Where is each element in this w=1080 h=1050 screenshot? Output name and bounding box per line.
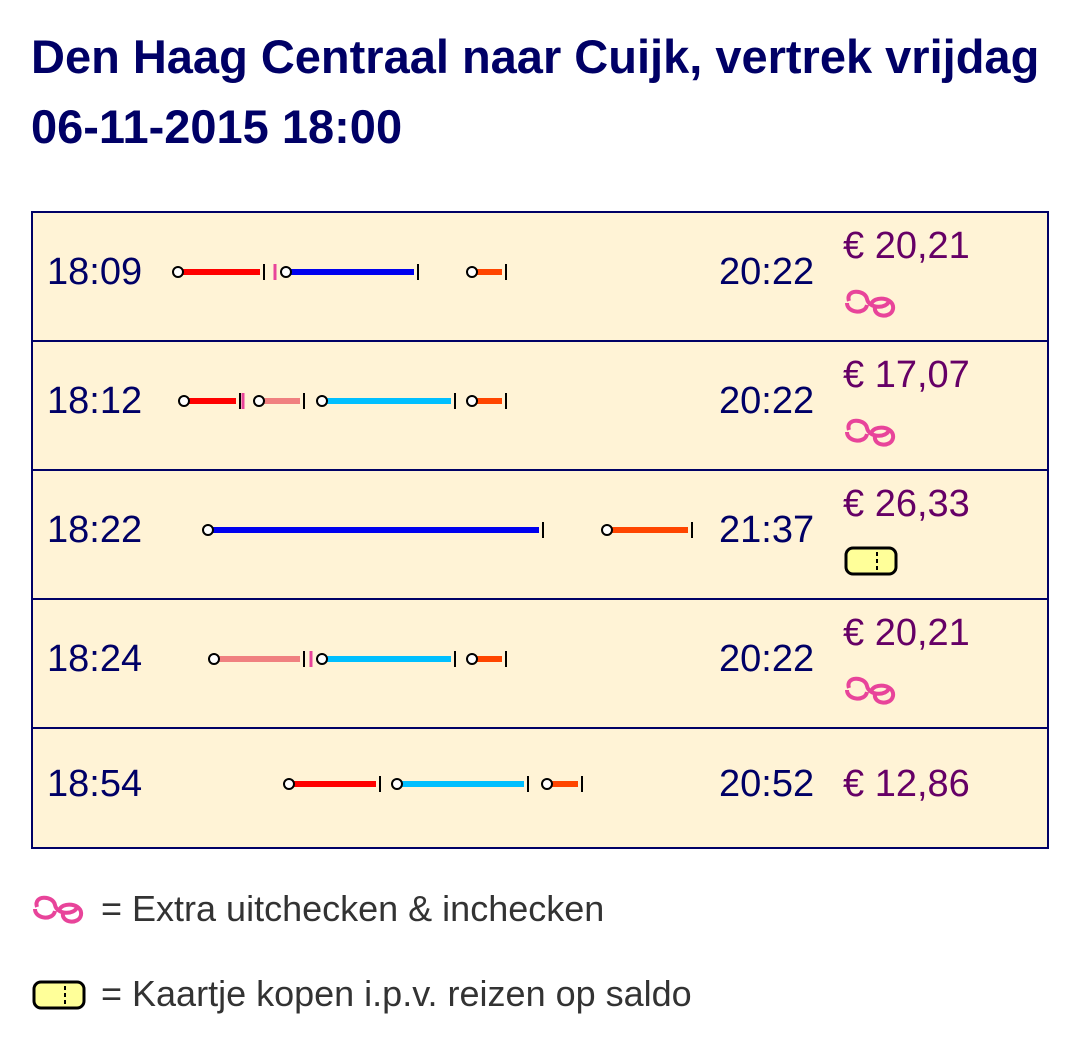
price: € 12,86: [843, 763, 970, 805]
segment-start: [541, 778, 553, 790]
segment-start: [172, 266, 184, 278]
segment-start: [466, 266, 478, 278]
arrival-time: 20:22: [719, 251, 815, 293]
journey-row: 18:09 20:22 € 20,21: [33, 213, 1047, 342]
page-title: Den Haag Centraal naar Cuijk, vertrek vr…: [31, 30, 1040, 153]
segment-start: [283, 778, 295, 790]
journey-graphic: [208, 651, 896, 705]
journey-graphic: [172, 264, 896, 318]
arrival-time: 20:22: [719, 638, 815, 680]
departure-time: 18:54: [47, 763, 143, 805]
journey-row: 18:22 21:37 € 26,33: [33, 471, 1047, 600]
segment-start: [178, 395, 190, 407]
segment-start: [466, 653, 478, 665]
departure-time: 18:09: [47, 251, 143, 293]
ticket-icon: [844, 546, 898, 576]
departure-time: 18:22: [47, 509, 143, 551]
segment-start: [202, 524, 214, 536]
price: € 20,21: [843, 225, 970, 267]
checkout-icon: [33, 895, 84, 924]
departure-time: 18:24: [47, 638, 143, 680]
price: € 17,07: [843, 354, 970, 396]
legend-text: = Extra uitchecken & inchecken: [101, 888, 605, 929]
journey-graphic: [283, 776, 583, 792]
legend-item: = Kaartje kopen i.p.v. reizen op saldo: [31, 973, 692, 1015]
arrival-time: 20:52: [719, 763, 815, 805]
legend-text: = Kaartje kopen i.p.v. reizen op saldo: [101, 973, 692, 1014]
segment-start: [316, 653, 328, 665]
segment-start: [466, 395, 478, 407]
journey-table: 18:09 20:22 € 20,21 18:12 20:22 € 17,07 18:22 2…: [31, 211, 1049, 849]
price: € 26,33: [843, 483, 970, 525]
segment-start: [316, 395, 328, 407]
journey-row: 18:24 20:22 € 20,21: [33, 600, 1047, 729]
segment-start: [280, 266, 292, 278]
segment-start: [391, 778, 403, 790]
journey-graphic: [202, 522, 898, 576]
segment-start: [253, 395, 265, 407]
segment-start: [208, 653, 220, 665]
journey-row: 18:12 20:22 € 17,07: [33, 342, 1047, 471]
arrival-time: 21:37: [719, 509, 815, 551]
ticket-icon: [32, 980, 86, 1010]
legend-item: = Extra uitchecken & inchecken: [31, 888, 604, 930]
segment-start: [601, 524, 613, 536]
departure-time: 18:12: [47, 380, 143, 422]
arrival-time: 20:22: [719, 380, 815, 422]
checkout-icon: [845, 676, 896, 705]
checkout-icon: [845, 418, 896, 447]
checkout-icon: [845, 289, 896, 318]
journey-row: 18:54 20:52 € 12,86: [33, 729, 1047, 847]
price: € 20,21: [843, 612, 970, 654]
journey-graphic: [178, 393, 896, 447]
